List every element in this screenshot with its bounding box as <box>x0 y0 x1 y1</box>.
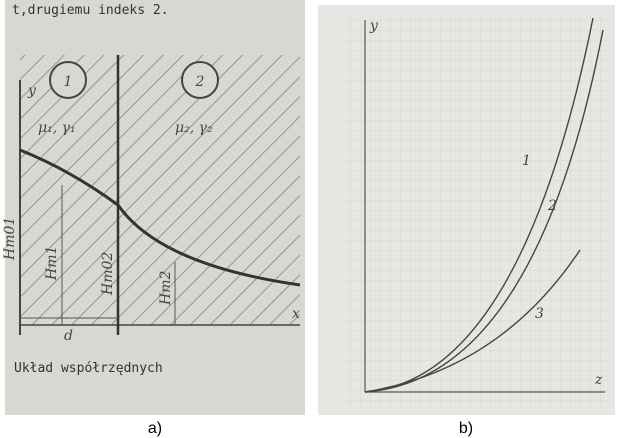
height-label: Hm01 <box>2 217 18 261</box>
caption: a) <box>148 420 162 437</box>
height-label: Hm02 <box>100 252 116 296</box>
region-label: 1 <box>64 74 73 90</box>
grid <box>345 15 610 410</box>
panel-a: t,drugiemu indeks 2. 1 2 μ₁, γ₁ μ₂, γ₂ y… <box>2 0 305 415</box>
curve <box>19 148 301 287</box>
axis-label: y <box>369 18 379 34</box>
height-label: Hm2 <box>158 271 174 306</box>
region-circle <box>181 61 219 99</box>
axis-label: y <box>27 83 37 99</box>
caption: b) <box>459 420 473 437</box>
panel-b: 1 2 3 y z <box>318 5 615 415</box>
curve-label: 3 <box>535 306 544 322</box>
curve <box>364 249 581 393</box>
axis-label: x <box>292 306 300 322</box>
curve-label: 1 <box>522 153 531 169</box>
header: t,drugiemu indeks 2. <box>12 3 169 18</box>
height-label: Hm1 <box>44 246 60 281</box>
medium-label: μ₂, γ₂ <box>175 120 213 136</box>
region-circle <box>49 61 87 99</box>
axis-label: z <box>594 372 603 388</box>
hatching <box>20 55 300 325</box>
width-label: d <box>64 328 73 344</box>
curve-label: 2 <box>547 198 557 214</box>
medium-label: μ₁, γ₁ <box>38 120 76 136</box>
region-label: 2 <box>195 74 205 90</box>
footer: Układ współrzędnych <box>14 361 163 376</box>
